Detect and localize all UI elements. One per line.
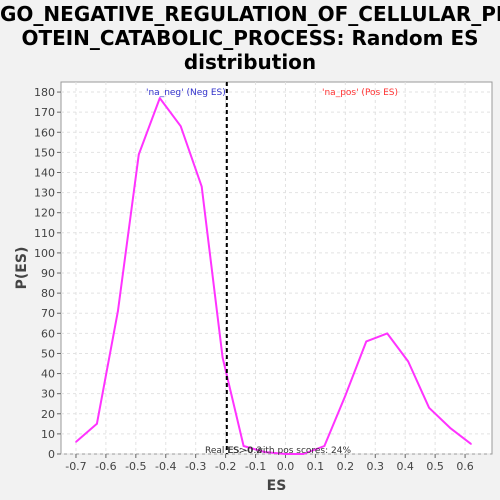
- data-point: [407, 360, 409, 363]
- x-tick-label: -0.7: [65, 460, 86, 473]
- y-tick-label: 170: [34, 106, 55, 119]
- data-point: [221, 356, 224, 359]
- chart-title-line-2: OTEIN_CATABOLIC_PROCESS: Random ES: [21, 26, 479, 50]
- pos-es-label: 'na_pos' (Pos ES): [322, 88, 398, 98]
- y-tick-label: 110: [34, 227, 55, 240]
- y-tick-label: 120: [34, 207, 55, 220]
- data-point: [302, 453, 305, 455]
- x-tick-label: 0.6: [456, 460, 474, 473]
- y-tick-label: 30: [41, 388, 55, 401]
- x-tick-label: 0.1: [307, 460, 325, 473]
- y-tick-label: 140: [34, 166, 55, 179]
- data-point: [323, 445, 326, 447]
- real-es-text: Real ES: -0.2: [205, 446, 262, 456]
- x-tick-label: -0.1: [245, 460, 266, 473]
- data-point: [263, 451, 266, 453]
- y-tick-label: 90: [41, 267, 55, 280]
- neg-es-label: 'na_neg' (Neg ES): [146, 88, 226, 98]
- plot-area: [60, 81, 493, 455]
- y-tick-label: 150: [34, 146, 55, 159]
- y-tick-label: 160: [34, 126, 55, 139]
- data-point: [344, 394, 347, 397]
- data-point: [242, 445, 245, 447]
- data-point: [138, 153, 140, 156]
- y-tick-label: 130: [34, 187, 55, 200]
- y-tick-label: 70: [41, 307, 55, 320]
- data-point: [428, 406, 430, 409]
- x-tick-label: -0.3: [185, 460, 206, 473]
- chart-title: GO_NEGATIVE_REGULATION_OF_CELLULAR_PR OT…: [0, 2, 500, 74]
- y-tick-label: 80: [41, 287, 55, 300]
- x-axis-label: ES: [267, 478, 287, 494]
- x-tick-label: -0.4: [155, 460, 176, 473]
- x-tick-label: -0.5: [125, 460, 146, 473]
- series-line: [75, 97, 472, 455]
- pos-scores-text: ES>0 with pos scores: 24%: [228, 446, 351, 456]
- data-point: [284, 453, 287, 455]
- data-point: [117, 310, 119, 313]
- x-tick-label: 0.0: [277, 460, 295, 473]
- y-tick-label: 50: [41, 347, 55, 360]
- y-tick-label: 0: [48, 448, 55, 461]
- chart-title-line-1: GO_NEGATIVE_REGULATION_OF_CELLULAR_PR: [0, 2, 500, 26]
- data-point: [179, 125, 182, 128]
- data-point: [96, 423, 98, 425]
- x-tick-label: 0.3: [367, 460, 385, 473]
- data-point: [449, 427, 451, 429]
- y-tick-label: 60: [41, 327, 55, 340]
- chart-title-line-3: distribution: [183, 50, 317, 74]
- x-tick-label: -0.6: [95, 460, 116, 473]
- data-point: [470, 443, 472, 445]
- y-tick-label: 20: [41, 408, 55, 421]
- y-axis-label: P(ES): [14, 247, 30, 290]
- x-tick-label: 0.4: [396, 460, 414, 473]
- y-tick-label: 40: [41, 368, 55, 381]
- data-point: [75, 441, 77, 443]
- data-point: [386, 332, 389, 335]
- y-tick-label: 100: [34, 247, 55, 260]
- data-point: [365, 340, 368, 343]
- y-tick-label: 180: [34, 86, 55, 99]
- x-tick-label: -0.2: [215, 460, 236, 473]
- x-tick-label: 0.2: [337, 460, 355, 473]
- data-point: [200, 185, 203, 188]
- x-tick-label: 0.5: [426, 460, 444, 473]
- data-point: [158, 97, 161, 99]
- y-tick-label: 10: [41, 428, 55, 441]
